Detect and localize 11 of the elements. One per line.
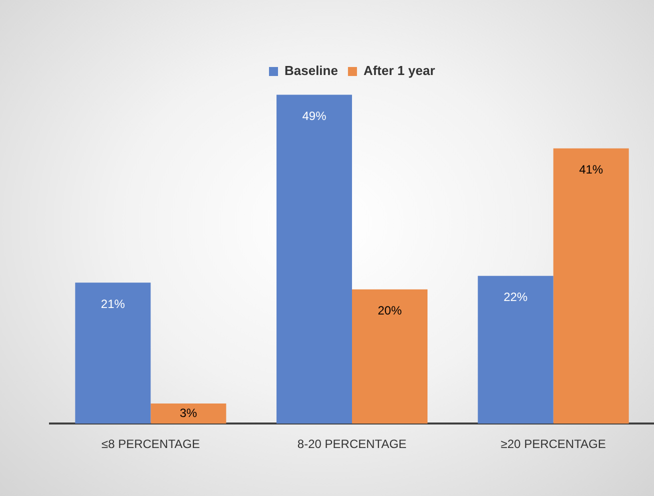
x-tick-label: ≥20 PERCENTAGE — [500, 437, 606, 452]
data-label: 22% — [504, 290, 528, 304]
x-tick-label: ≤8 PERCENTAGE — [101, 437, 200, 452]
legend-label: Baseline — [284, 63, 338, 78]
x-tick-label: 8-20 PERCENTAGE — [297, 437, 407, 452]
data-label: 3% — [180, 406, 198, 420]
data-label: 21% — [100, 296, 126, 311]
legend-label: After 1 year — [363, 63, 436, 78]
data-label: 41% — [579, 162, 604, 177]
data-label: 20% — [378, 304, 402, 318]
data-label: 49% — [302, 109, 327, 124]
